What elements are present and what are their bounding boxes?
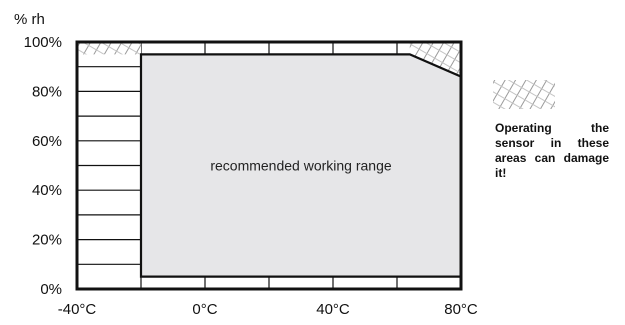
x-tick-label: 40°C — [316, 301, 350, 318]
regions — [77, 42, 463, 278]
recommended-range-label: recommended working range — [210, 158, 392, 174]
damage-area — [409, 42, 461, 77]
x-tick-label: -40°C — [58, 301, 97, 318]
recommended-range-area — [139, 53, 463, 278]
tick-labels: 0% 20% 40% 60% 80% 100% -40°C 0°C 40°C 80°C — [24, 34, 478, 318]
x-tick-label: 80°C — [444, 301, 478, 318]
y-tick-label: 80% — [32, 83, 62, 100]
y-tick-label: 100% — [24, 34, 62, 51]
damage-legend-text: Operating the sensor in these areas can … — [495, 121, 609, 180]
y-tick-label: 20% — [32, 232, 62, 249]
damage-legend-swatch — [493, 80, 555, 109]
y-axis-unit-label: % rh — [14, 11, 45, 28]
x-tick-label: 0°C — [192, 301, 217, 318]
y-tick-label: 60% — [32, 133, 62, 150]
y-tick-label: 0% — [40, 281, 62, 298]
damage-area — [77, 42, 141, 55]
plot-frame — [75, 40, 463, 291]
y-tick-label: 40% — [32, 182, 62, 199]
